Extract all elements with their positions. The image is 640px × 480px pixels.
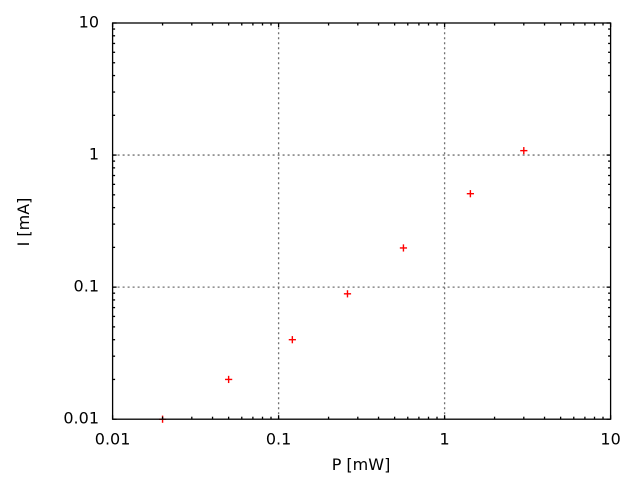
data-point-marker xyxy=(520,147,528,155)
data-series-markers xyxy=(158,147,528,423)
x-tick-label: 10 xyxy=(600,430,620,449)
y-tick-label: 1 xyxy=(89,145,99,164)
y-axis-title: I [mA] xyxy=(14,198,33,247)
plot-border xyxy=(111,22,612,420)
ticks-layer xyxy=(111,22,612,420)
x-tick-label: 0.01 xyxy=(95,430,131,449)
x-tick-label: 0.1 xyxy=(266,430,291,449)
grid-layer xyxy=(112,23,611,420)
data-point-marker xyxy=(288,336,296,344)
data-point-marker xyxy=(343,290,352,298)
data-point-marker xyxy=(225,375,233,384)
y-tick-label: 0.01 xyxy=(63,409,99,428)
data-point-marker xyxy=(466,190,474,198)
y-tick-label: 0.1 xyxy=(74,277,99,296)
y-tick-label: 10 xyxy=(79,13,99,32)
x-tick-labels: 0.01 0.1 1 10 xyxy=(95,430,621,449)
data-point-marker xyxy=(399,244,408,252)
y-tick-labels: 0.01 0.1 1 10 xyxy=(63,13,99,428)
x-axis-title: P [mW] xyxy=(332,455,391,474)
x-tick-label: 1 xyxy=(440,430,450,449)
